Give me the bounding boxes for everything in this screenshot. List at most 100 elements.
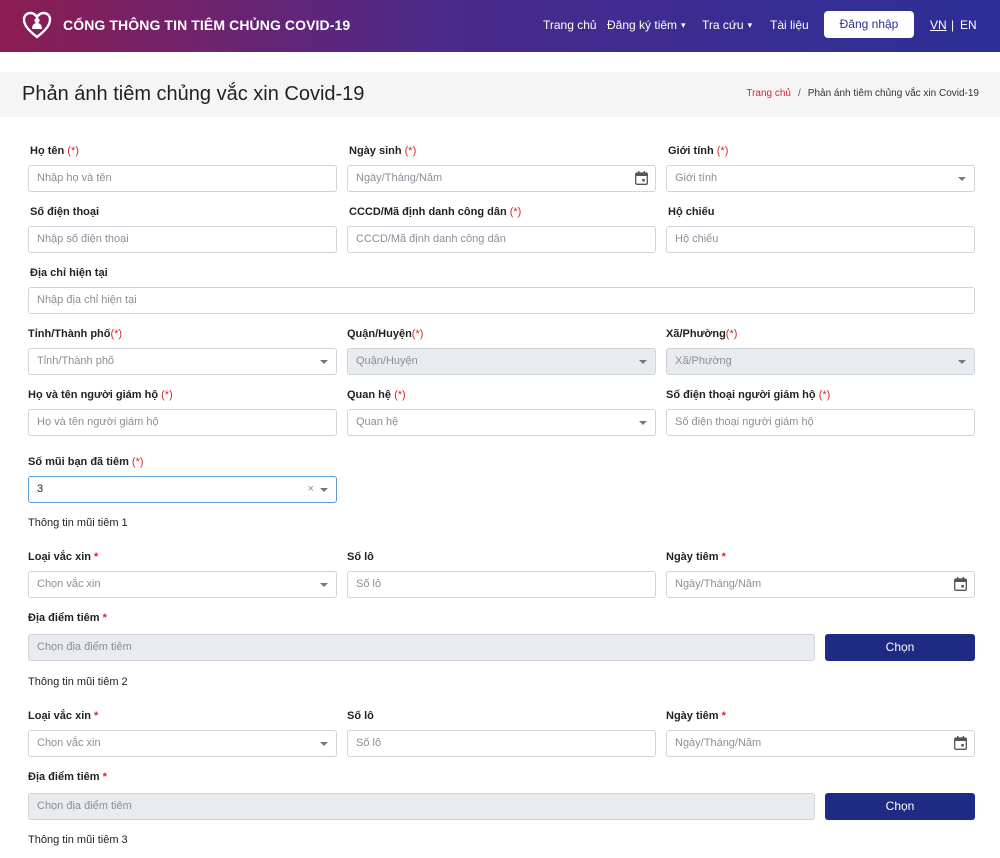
dose-1-vaccine-label-text: Loại vắc xin [28, 551, 91, 563]
dropdown-caret-icon [320, 488, 328, 492]
id-card-input[interactable]: CCCD/Mã định danh công dân [347, 226, 656, 253]
district-label-text: Quận/Huyện [347, 328, 412, 340]
required-star: * [721, 710, 726, 722]
district-label: Quận/Huyện(*) [347, 328, 423, 340]
phone-input[interactable]: Nhập số điện thoại [28, 226, 337, 253]
full-name-label: Họ tên (*) [30, 145, 79, 157]
lang-en-link[interactable]: EN [960, 18, 977, 32]
dose-2-title: Thông tin mũi tiêm 2 [28, 676, 128, 688]
gender-label: Giới tính (*) [668, 145, 728, 157]
dose-1-choose-button[interactable]: Chọn [825, 634, 975, 661]
address-input[interactable]: Nhập địa chỉ hiện tại [28, 287, 975, 314]
required-mark: (*) [404, 145, 417, 157]
lang-vn-link[interactable]: VN [930, 18, 947, 32]
gender-select[interactable]: Giới tính [666, 165, 975, 192]
calendar-icon[interactable] [635, 171, 648, 185]
dose-1-place-label-text: Địa điểm tiêm [28, 612, 100, 624]
dropdown-caret-icon [320, 583, 328, 587]
district-placeholder: Quận/Huyện [356, 355, 418, 367]
province-label: Tỉnh/Thành phố(*) [28, 328, 122, 340]
nav-documents[interactable]: Tài liệu [770, 18, 809, 32]
dose-2-place-input[interactable]: Chọn địa điểm tiêm [28, 793, 815, 820]
dose-1-date-input[interactable]: Ngày/Tháng/Năm [666, 571, 975, 598]
dob-label-text: Ngày sinh [349, 145, 402, 157]
top-header: CỔNG THÔNG TIN TIÊM CHỦNG COVID-19 Trang… [0, 0, 1000, 52]
relation-label-text: Quan hệ [347, 389, 392, 401]
dose-2-date-label: Ngày tiêm * [666, 710, 726, 722]
dose-2-vaccine-select[interactable]: Chọn vắc xin [28, 730, 337, 757]
calendar-icon[interactable] [954, 736, 967, 750]
doses-value: 3 [37, 483, 44, 495]
lang-separator: | [951, 18, 955, 32]
province-select[interactable]: Tỉnh/Thành phố [28, 348, 337, 375]
dropdown-caret-icon [958, 177, 966, 181]
breadcrumb-separator: / [798, 88, 801, 99]
dose-2-vaccine-label: Loại vắc xin * [28, 710, 98, 722]
required-mark: (*) [716, 145, 729, 157]
dose-1-place-input[interactable]: Chọn địa điểm tiêm [28, 634, 815, 661]
required-star: * [94, 551, 99, 563]
dose-2-date-label-text: Ngày tiêm [666, 710, 719, 722]
ward-select[interactable]: Xã/Phường [666, 348, 975, 375]
province-label-text: Tỉnh/Thành phố [28, 328, 111, 340]
dose-1-vaccine-placeholder: Chọn vắc xin [37, 578, 101, 590]
required-mark: (*) [110, 328, 123, 340]
dropdown-caret-icon [320, 360, 328, 364]
dose-1-place-label: Địa điểm tiêm * [28, 612, 107, 624]
dose-2-date-input[interactable]: Ngày/Tháng/Năm [666, 730, 975, 757]
dose-1-vaccine-select[interactable]: Chọn vắc xin [28, 571, 337, 598]
chevron-down-icon: ▾ [747, 20, 753, 30]
heart-shield-logo-icon[interactable] [22, 10, 52, 40]
breadcrumb-home-link[interactable]: Trang chủ [746, 88, 791, 99]
required-star: * [102, 771, 107, 783]
dose-3-title: Thông tin mũi tiêm 3 [28, 834, 128, 846]
dose-1-vaccine-label: Loại vắc xin * [28, 551, 98, 563]
required-mark: (*) [725, 328, 738, 340]
brand-title[interactable]: CỔNG THÔNG TIN TIÊM CHỦNG COVID-19 [63, 17, 351, 33]
phone-label: Số điện thoại [30, 206, 100, 218]
dose-2-lot-input[interactable]: Số lô [347, 730, 656, 757]
required-star: * [721, 551, 726, 563]
dropdown-caret-icon [320, 742, 328, 746]
dose-1-lot-input[interactable]: Số lô [347, 571, 656, 598]
chevron-down-icon: ▾ [681, 20, 686, 30]
required-mark: (*) [161, 389, 173, 401]
passport-input[interactable]: Hộ chiếu [666, 226, 975, 253]
dose-2-date-placeholder: Ngày/Tháng/Năm [675, 737, 762, 749]
gender-placeholder: Giới tính [675, 172, 718, 184]
dropdown-caret-icon [639, 360, 647, 364]
ward-label: Xã/Phường(*) [666, 328, 737, 340]
district-select[interactable]: Quận/Huyện [347, 348, 656, 375]
nav-register[interactable]: Đăng ký tiêm ▾ [607, 18, 686, 32]
calendar-icon[interactable] [954, 577, 967, 591]
guardian-phone-label: Số điện thoại người giám hộ (*) [666, 389, 830, 401]
dob-placeholder: Ngày/Tháng/Năm [356, 172, 443, 184]
full-name-input[interactable]: Nhập họ và tên [28, 165, 337, 192]
doses-label-text: Số mũi bạn đã tiêm [28, 456, 129, 468]
dose-1-date-label: Ngày tiêm * [666, 551, 726, 563]
required-mark: (*) [411, 328, 424, 340]
relation-select[interactable]: Quan hệ [347, 409, 656, 436]
dose-1-title: Thông tin mũi tiêm 1 [28, 517, 128, 529]
guardian-phone-label-text: Số điện thoại người giám hộ [666, 389, 816, 401]
login-button[interactable]: Đăng nhập [824, 11, 914, 38]
nav-home[interactable]: Trang chủ [543, 18, 597, 32]
id-card-label-text: CCCD/Mã định danh công dân [349, 206, 507, 218]
dose-1-date-label-text: Ngày tiêm [666, 551, 719, 563]
dob-input[interactable]: Ngày/Tháng/Năm [347, 165, 656, 192]
required-star: * [94, 710, 99, 722]
guardian-name-input[interactable]: Họ và tên người giám hộ [28, 409, 337, 436]
doses-label: Số mũi bạn đã tiêm (*) [28, 456, 144, 468]
clear-icon[interactable]: × [307, 483, 314, 495]
doses-select[interactable]: 3 × [28, 476, 337, 503]
breadcrumb: Trang chủ / Phản ánh tiêm chủng vắc xin Co… [746, 88, 979, 99]
required-mark: (*) [67, 145, 79, 157]
dose-2-vaccine-placeholder: Chọn vắc xin [37, 737, 101, 749]
guardian-phone-input[interactable]: Số điện thoại người giám hộ [666, 409, 975, 436]
nav-lookup[interactable]: Tra cứu ▾ [702, 18, 752, 32]
province-placeholder: Tỉnh/Thành phố [37, 355, 115, 367]
dose-2-choose-button[interactable]: Chọn [825, 793, 975, 820]
dose-2-place-label-text: Địa điểm tiêm [28, 771, 100, 783]
nav-lookup-label: Tra cứu [702, 18, 744, 32]
relation-placeholder: Quan hệ [356, 416, 399, 428]
